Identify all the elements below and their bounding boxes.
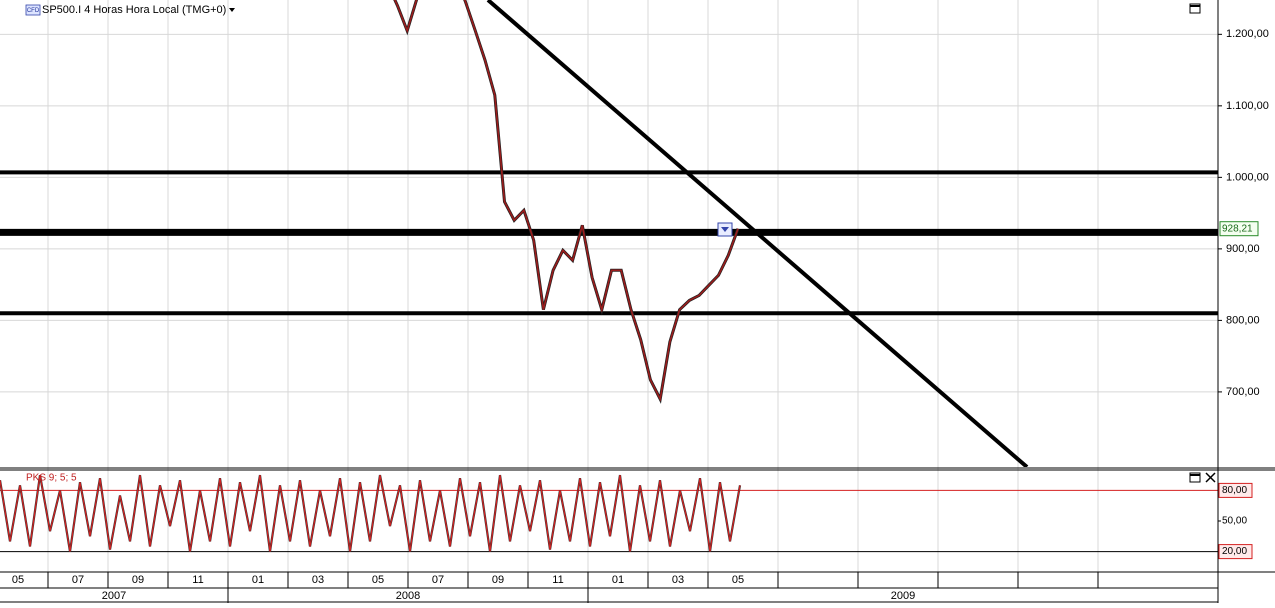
icon-label: CFD: [27, 8, 40, 14]
x-tick-label: 03: [312, 574, 324, 586]
y-tick-label: 1.100,00: [1226, 100, 1269, 112]
maximize-button[interactable]: [1189, 3, 1201, 14]
last-value-label: 928,21: [1222, 223, 1253, 234]
year-label: 2008: [396, 590, 420, 602]
price-line: [394, 0, 739, 402]
close-button[interactable]: [1205, 472, 1216, 483]
y-tick-label: 1.000,00: [1226, 171, 1269, 183]
x-tick-label: 07: [432, 574, 444, 586]
y-tick-label: 50,00: [1222, 516, 1247, 527]
y-tick-label: 80,00: [1222, 485, 1247, 496]
oscillator-line: [0, 474, 741, 552]
x-tick-label: 05: [12, 574, 24, 586]
y-tick-label: 20,00: [1222, 546, 1247, 557]
x-tick-label: 11: [552, 574, 563, 586]
y-tick-label: 1.200,00: [1226, 28, 1269, 40]
x-tick-label: 07: [72, 574, 84, 586]
dropdown-arrow[interactable]: [229, 8, 235, 12]
year-label: 2007: [102, 590, 126, 602]
x-tick-label: 09: [132, 574, 144, 586]
tick-box: [1218, 482, 1253, 498]
oscillator-panel: [0, 474, 1218, 553]
x-tick-label: 01: [612, 574, 624, 586]
x-tick-label: 05: [732, 574, 744, 586]
alert-icon: [721, 227, 729, 232]
year-label: 2009: [891, 590, 915, 602]
price-panel: [0, 0, 1218, 467]
instrument-icon: [25, 4, 41, 16]
y-tick-label: 900,00: [1226, 243, 1260, 255]
tick-box: [1218, 544, 1253, 560]
oscillator-title: PKS 9; 5; 5: [26, 473, 77, 484]
x-tick-label: 05: [372, 574, 384, 586]
y-tick-label: 700,00: [1226, 386, 1260, 398]
last-value-box: [1219, 221, 1259, 237]
maximize-button[interactable]: [1189, 472, 1201, 483]
x-tick-label: 03: [672, 574, 684, 586]
x-tick-label: 11: [192, 574, 203, 586]
x-tick-label: 01: [252, 574, 264, 586]
y-tick-label: 800,00: [1226, 314, 1260, 326]
x-tick-label: 09: [492, 574, 504, 586]
chart-title: SP500.I 4 Horas Hora Local (TMG+0): [42, 4, 226, 16]
